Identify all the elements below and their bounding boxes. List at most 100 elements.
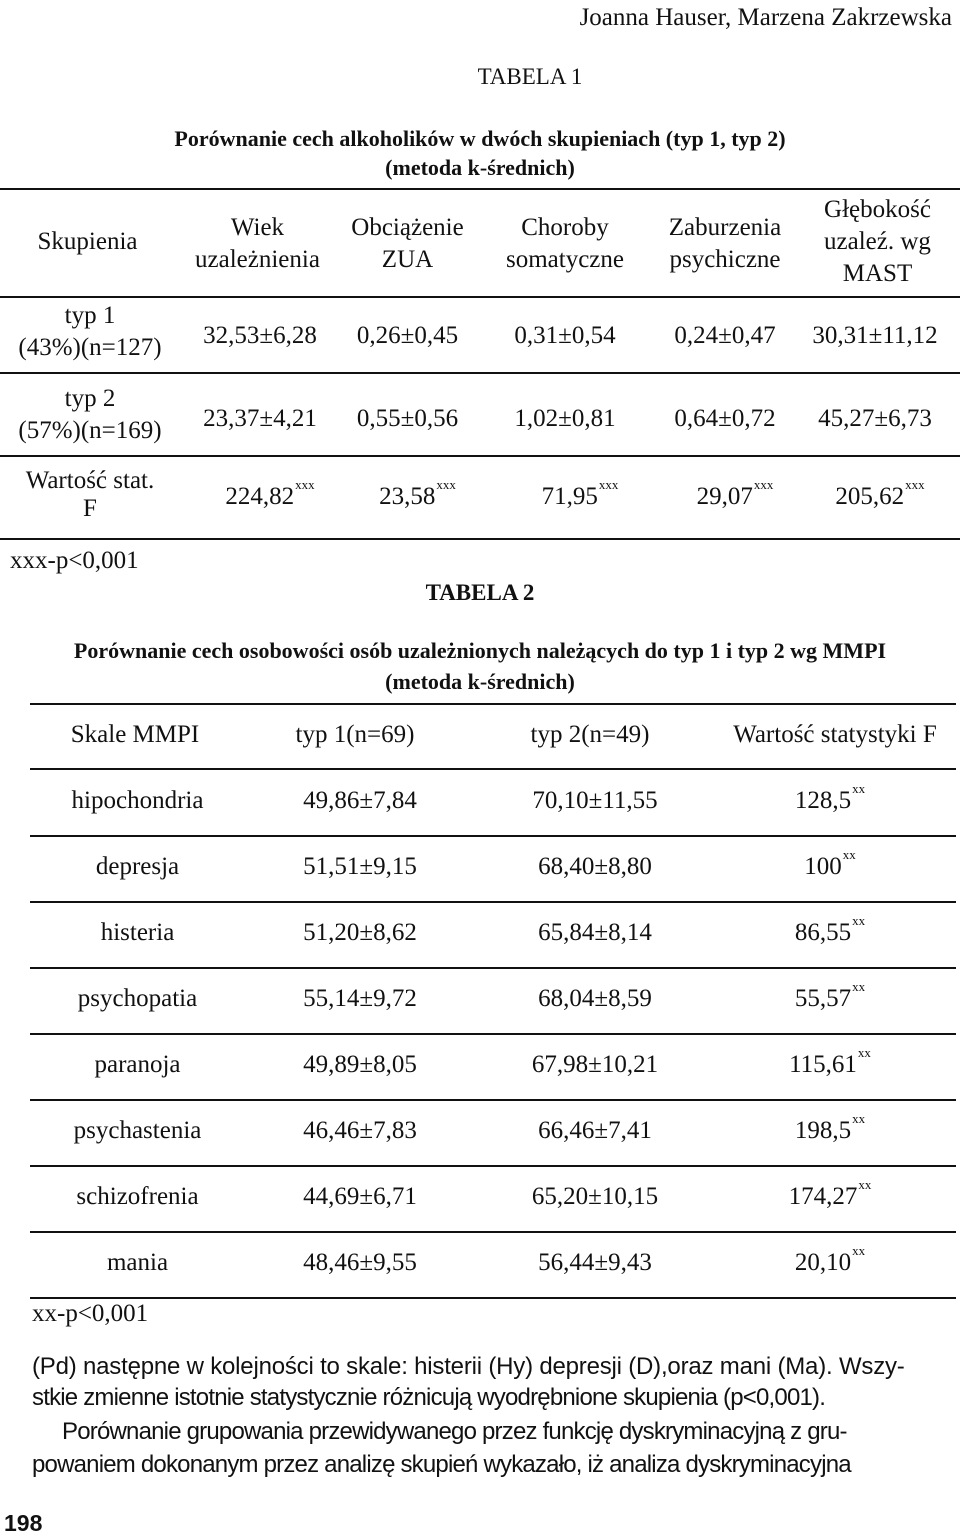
- significance-marker: xxx: [295, 477, 315, 492]
- table2-typ2: 66,46±7,41: [538, 1117, 652, 1144]
- table1-label: TABELA 1: [477, 64, 583, 89]
- table2-f-value: 86,55xx: [740, 913, 920, 947]
- f-value-number: 23,58: [379, 483, 436, 510]
- table2-typ1: 55,14±9,72: [303, 985, 417, 1012]
- table1-column-header: Zaburzenia: [668, 214, 782, 241]
- table2-scale: paranoja: [94, 1051, 181, 1078]
- table1-column-header: MAST: [842, 260, 913, 287]
- table2-f-value: 198,5xx: [740, 1111, 920, 1145]
- table1-f-value: 224,82xxx: [190, 477, 350, 511]
- table1-f-value: 71,95xxx: [495, 477, 665, 511]
- table1-row-label: typ 2: [64, 385, 116, 412]
- f-value-number: 55,57: [794, 985, 852, 1012]
- table1-cell: 0,55±0,56: [356, 405, 459, 432]
- body-text-line-4: powaniem dokonanym przez analizę skupień…: [32, 1451, 852, 1478]
- significance-marker: xx: [842, 847, 856, 862]
- table2-column-header: typ 2(n=49): [530, 721, 650, 748]
- significance-marker: xx: [852, 1243, 866, 1258]
- table2-f-value: 174,27xx: [740, 1177, 920, 1211]
- table2-scale: depresja: [95, 853, 180, 880]
- table2-typ2: 68,04±8,59: [538, 985, 652, 1012]
- body-text-line-2: stkie zmienne istotnie statystycznie róż…: [32, 1384, 826, 1411]
- table1-f-value: 29,07xxx: [660, 477, 810, 511]
- table1-cell: 32,53±6,28: [203, 322, 317, 349]
- significance-marker: xxx: [436, 477, 456, 492]
- table2-typ2: 67,98±10,21: [531, 1051, 659, 1078]
- table1-row-label: (43%)(n=127): [18, 334, 162, 361]
- table1-footnote: xxx-p<0,001: [10, 547, 139, 574]
- f-value-number: 100: [804, 853, 842, 880]
- table2-f-value: 55,57xx: [740, 979, 920, 1013]
- significance-marker: xx: [852, 1111, 866, 1126]
- significance-marker: xx: [852, 781, 866, 796]
- table2-row-rule: [30, 1231, 956, 1233]
- table2-scale: mania: [106, 1249, 169, 1276]
- table2-footnote: xx-p<0,001: [32, 1300, 149, 1327]
- table2-column-header: Wartość statystyki F: [733, 721, 937, 748]
- f-value-number: 224,82: [225, 483, 295, 510]
- table2-scale: hipochondria: [71, 787, 204, 814]
- table2-column-header: Skale MMPI: [70, 721, 200, 748]
- significance-marker: xxx: [753, 477, 774, 492]
- table2-row-rule: [30, 901, 956, 903]
- table1-row-rule: [0, 372, 960, 374]
- table2-typ1: 49,86±7,84: [303, 787, 417, 814]
- table2-column-header: typ 1(n=69): [295, 721, 415, 748]
- table2-scale: psychopatia: [77, 985, 198, 1012]
- table2-row-rule: [30, 967, 956, 969]
- table1-cell: 23,37±4,21: [203, 405, 317, 432]
- table1-caption-line2: (metoda k-średnich): [385, 155, 575, 180]
- table1-f-label: F: [83, 495, 97, 522]
- table2-scale: schizofrenia: [76, 1183, 199, 1210]
- table2-scale: psychastenia: [73, 1117, 202, 1144]
- table1-f-value: 205,62xxx: [800, 477, 960, 511]
- significance-marker: xxx: [905, 477, 925, 492]
- table1-f-label: Wartość stat.: [25, 467, 155, 494]
- table2-caption-line2: (metoda k-średnich): [385, 669, 575, 694]
- table2-row-rule: [30, 1165, 956, 1167]
- table1-cell: 0,64±0,72: [674, 405, 776, 432]
- table1-row-label: typ 1: [64, 302, 116, 329]
- table1-f-value: 23,58xxx: [345, 477, 490, 511]
- table1-column-header: Obciążenie: [351, 214, 464, 241]
- table1-caption-line1: Porównanie cech alkoholików w dwóch skup…: [174, 126, 786, 151]
- table2-typ2: 65,20±10,15: [531, 1183, 659, 1210]
- table2-typ1: 51,20±8,62: [303, 919, 417, 946]
- table2-typ1: 51,51±9,15: [303, 853, 417, 880]
- table1-row-label: (57%)(n=169): [18, 417, 162, 444]
- table1-header-rule: [0, 296, 960, 298]
- f-value-number: 71,95: [541, 483, 598, 510]
- table1-column-header: somatyczne: [505, 246, 624, 273]
- significance-marker: xx: [852, 913, 866, 928]
- table1-top-rule: [0, 188, 960, 190]
- table2-typ2: 65,84±8,14: [538, 919, 652, 946]
- table1-column-header: Wiek: [230, 214, 285, 241]
- table2-top-rule: [30, 703, 956, 705]
- table1-column-header: psychiczne: [669, 246, 781, 273]
- significance-marker: xxx: [598, 477, 619, 492]
- table1-cell: 30,31±11,12: [812, 322, 938, 349]
- page-number: 198: [4, 1510, 43, 1536]
- table2-typ1: 46,46±7,83: [303, 1117, 417, 1144]
- table1-cell: 45,27±6,73: [818, 405, 932, 432]
- f-value-number: 20,10: [794, 1249, 852, 1276]
- table1-cell: 0,24±0,47: [674, 322, 776, 349]
- table2-typ2: 56,44±9,43: [538, 1249, 652, 1276]
- table2-row-rule: [30, 835, 956, 837]
- significance-marker: xx: [857, 1045, 871, 1060]
- table1-column-header: uzaleź. wg: [824, 228, 931, 255]
- table2-scale: histeria: [100, 919, 175, 946]
- table1-bottom-rule: [0, 538, 960, 540]
- significance-marker: xx: [852, 979, 866, 994]
- f-value-number: 198,5: [794, 1117, 852, 1144]
- table2-label: TABELA 2: [425, 580, 535, 605]
- table2-f-value: 115,61xx: [740, 1045, 920, 1079]
- table2-caption-line1: Porównanie cech osobowości osób uzależni…: [73, 638, 887, 663]
- significance-marker: xx: [858, 1177, 872, 1192]
- f-value-number: 174,27: [788, 1183, 858, 1210]
- table1-cell: 1,02±0,81: [514, 405, 616, 432]
- table2-typ1: 44,69±6,71: [303, 1183, 417, 1210]
- table1-column-header: Skupienia: [37, 228, 138, 255]
- table2-typ1: 49,89±8,05: [303, 1051, 417, 1078]
- body-text-line-1: (Pd) następne w kolejności to skale: his…: [32, 1353, 905, 1380]
